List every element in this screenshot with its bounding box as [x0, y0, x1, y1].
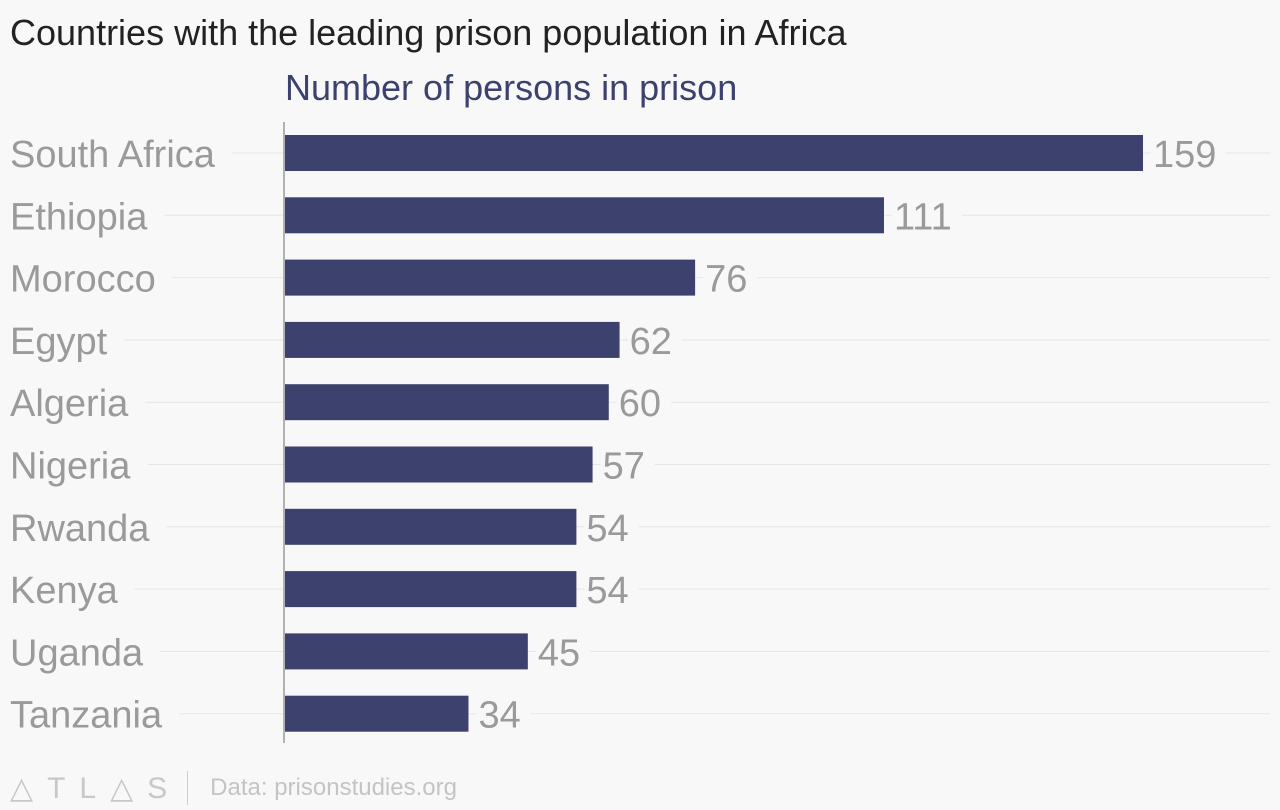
- bar: [285, 508, 577, 545]
- bar: [285, 446, 593, 483]
- category-label: Kenya: [10, 570, 119, 612]
- footer-divider: [187, 771, 189, 805]
- value-label: 54: [586, 508, 628, 550]
- data-source: Data: prisonstudies.org: [210, 774, 457, 801]
- value-label: 111: [894, 196, 952, 238]
- value-background: [616, 382, 672, 423]
- label-background: [6, 631, 160, 672]
- value-background: [600, 444, 655, 485]
- category-label: Morocco: [10, 259, 156, 301]
- label-background: [6, 382, 146, 423]
- value-label: 159: [1153, 134, 1216, 176]
- value-background: [627, 319, 682, 360]
- value-background: [703, 257, 758, 298]
- label-background: [6, 506, 167, 547]
- value-background: [476, 693, 531, 734]
- bar: [285, 571, 577, 608]
- value-background: [535, 631, 591, 672]
- value-background: [891, 195, 962, 236]
- bar: [285, 259, 696, 296]
- category-label: Ethiopia: [10, 196, 148, 238]
- value-label: 57: [603, 446, 645, 488]
- atlas-logo: △TL△S: [10, 771, 182, 805]
- value-label: 34: [478, 695, 520, 737]
- category-label: Rwanda: [10, 508, 150, 550]
- bar: [285, 633, 528, 670]
- bar: [285, 135, 1143, 171]
- category-label: Egypt: [10, 321, 108, 363]
- label-background: [6, 569, 135, 610]
- category-label: Tanzania: [10, 695, 163, 737]
- footer: △TL△S Data: prisonstudies.org: [10, 770, 457, 806]
- value-label: 45: [538, 632, 580, 674]
- category-label: South Africa: [10, 134, 216, 176]
- value-background: [584, 569, 639, 610]
- value-label: 54: [586, 570, 628, 612]
- label-background: [6, 257, 172, 298]
- bar: [285, 321, 620, 358]
- label-background: [6, 319, 124, 360]
- value-label: 62: [630, 321, 672, 363]
- category-label: Nigeria: [10, 446, 131, 488]
- label-background: [6, 693, 179, 734]
- chart-subtitle: Number of persons in prison: [285, 67, 738, 108]
- chart-title: Countries with the leading prison popula…: [10, 12, 847, 53]
- bar: [285, 695, 469, 732]
- label-background: [6, 133, 232, 173]
- bar: [285, 197, 884, 234]
- value-background: [1151, 133, 1227, 173]
- value-label: 76: [705, 259, 747, 301]
- bar: [285, 384, 609, 421]
- label-background: [6, 444, 148, 485]
- value-background: [584, 506, 639, 547]
- category-label: Algeria: [10, 383, 129, 425]
- label-background: [6, 195, 165, 236]
- category-label: Uganda: [10, 632, 144, 674]
- value-label: 60: [619, 383, 661, 425]
